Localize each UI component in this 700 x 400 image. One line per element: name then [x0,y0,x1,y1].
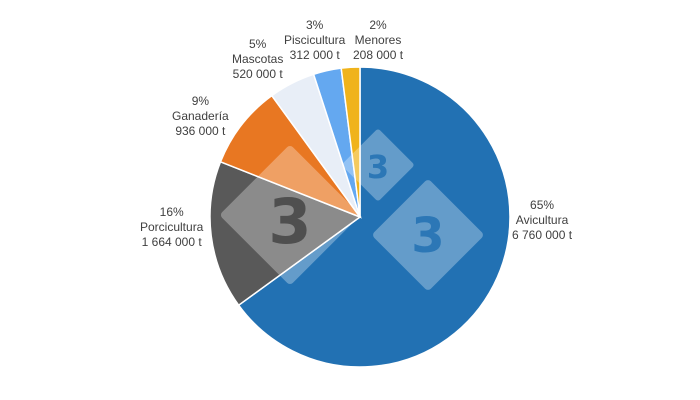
slice-name: Piscicultura [284,33,346,47]
slice-percent: 5% [249,37,267,51]
slice-name: Avicultura [515,213,569,227]
pie-slice-menores [340,66,361,218]
slice-label-avicultura: 65% Avicultura 6 760 000 t [512,198,572,243]
slice-name: Porcicultura [140,220,204,234]
slice-percent: 3% [306,18,324,32]
slice-value: 6 760 000 t [512,228,573,242]
slice-label-piscicultura: 3% Piscicultura 312 000 t [284,18,345,63]
watermark-diamond-medium [220,145,360,285]
slice-percent: 9% [191,94,210,108]
watermark-logo: 3 3 3 [220,129,483,290]
slice-percent: 65% [530,198,555,212]
svg-text:3: 3 [367,148,389,186]
slice-value: 936 000 t [175,124,226,138]
slice-name: Mascotas [232,52,284,66]
slice-value: 208 000 t [353,48,404,62]
slice-name: Ganadería [172,109,229,123]
slice-percent: 16% [159,205,184,219]
slice-label-ganaderia: 9% Ganadería 936 000 t [172,94,229,139]
svg-text:3: 3 [411,208,444,264]
watermark-diamond-small [342,129,414,201]
slice-value: 520 000 t [232,67,283,81]
svg-text:3: 3 [268,185,311,258]
pie-slices [209,66,511,368]
watermark-diamond-large [373,180,483,290]
slice-value: 1 664 000 t [141,235,202,249]
slice-value: 312 000 t [289,48,340,62]
slice-name: Menores [354,33,402,47]
pie-slice-avicultura [237,66,511,368]
pie-slice-porcicultura [209,160,362,307]
slice-percent: 2% [369,18,387,32]
slice-label-menores: 2% Menores 208 000 t [353,18,403,63]
slice-label-porcicultura: 16% Porcicultura 1 664 000 t [140,205,203,250]
pie-slice-ganaderia [219,94,363,219]
slice-label-mascotas: 5% Mascotas 520 000 t [232,37,283,82]
